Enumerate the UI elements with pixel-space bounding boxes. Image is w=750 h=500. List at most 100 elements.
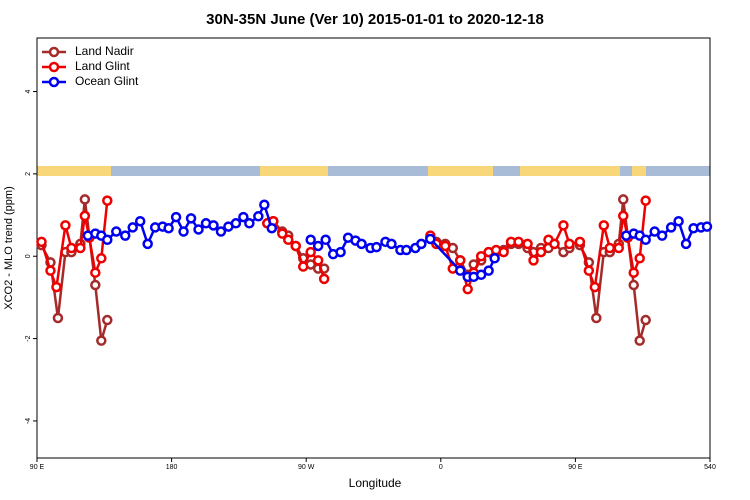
- legend-label: Land Nadir: [75, 44, 134, 58]
- point: [230, 218, 242, 229]
- land-band: [520, 166, 620, 176]
- point: [170, 211, 182, 223]
- y-tick-label: 2: [25, 172, 32, 176]
- point: [142, 238, 153, 250]
- point: [489, 253, 500, 264]
- point: [79, 194, 91, 205]
- point: [604, 242, 616, 254]
- y-tick-label: -2: [25, 335, 32, 341]
- map-strip: [37, 166, 710, 176]
- y-tick-label: 4: [25, 89, 32, 93]
- point: [305, 246, 316, 258]
- land-band: [428, 166, 493, 176]
- point: [305, 234, 316, 246]
- ocean-band: [37, 166, 710, 176]
- chart-title: 30N-35N June (Ver 10) 2015-01-01 to 2020…: [206, 11, 544, 28]
- point: [528, 255, 539, 266]
- point: [454, 265, 466, 276]
- point: [75, 242, 86, 254]
- point: [266, 222, 278, 234]
- point: [90, 267, 101, 278]
- point: [558, 220, 569, 231]
- x-tick-label: 90 W: [298, 464, 315, 471]
- y-tick-label: 0: [25, 254, 32, 258]
- land-band: [632, 166, 646, 176]
- point: [613, 242, 625, 254]
- point: [253, 211, 264, 222]
- point: [66, 242, 77, 254]
- point: [52, 312, 64, 324]
- point: [656, 230, 668, 241]
- point: [440, 240, 451, 252]
- point: [277, 228, 288, 239]
- point: [425, 233, 436, 245]
- point: [649, 226, 660, 237]
- point: [178, 226, 189, 237]
- point: [312, 255, 324, 266]
- x-tick-label: 180: [166, 464, 178, 471]
- point: [386, 238, 397, 250]
- point: [535, 246, 547, 258]
- point: [312, 240, 324, 252]
- point: [119, 230, 131, 241]
- plot: [36, 194, 713, 346]
- point: [102, 314, 113, 326]
- point: [36, 236, 47, 248]
- legend-label: Land Glint: [75, 59, 130, 73]
- point: [513, 236, 524, 248]
- point: [454, 255, 466, 266]
- point: [60, 220, 71, 231]
- point: [475, 269, 487, 281]
- point: [701, 221, 713, 232]
- point: [208, 220, 219, 231]
- point: [483, 265, 494, 276]
- point: [318, 273, 330, 285]
- point: [283, 234, 294, 246]
- point: [290, 240, 301, 252]
- y-tick-label: -4: [25, 418, 32, 424]
- x-tick-label: 90 E: [30, 464, 45, 471]
- point: [259, 199, 270, 211]
- point: [574, 236, 586, 248]
- point: [185, 213, 197, 224]
- point: [462, 283, 473, 295]
- point: [475, 250, 487, 262]
- x-tick-label: 540: [704, 464, 716, 471]
- point: [127, 222, 138, 233]
- point: [134, 215, 146, 227]
- point: [628, 267, 639, 278]
- point: [79, 210, 91, 222]
- point: [102, 195, 113, 206]
- y-axis-label: XCO2 - MLO trend (ppm): [3, 186, 15, 309]
- land-band: [37, 166, 111, 176]
- point: [522, 238, 533, 250]
- point: [583, 265, 595, 276]
- point: [96, 335, 107, 346]
- point: [598, 220, 610, 231]
- point: [416, 238, 427, 250]
- point: [665, 222, 677, 233]
- point: [589, 281, 601, 293]
- point: [591, 312, 602, 324]
- x-tick-label: 90 E: [568, 464, 583, 471]
- point: [320, 234, 331, 246]
- point: [673, 215, 684, 227]
- point: [244, 218, 255, 229]
- legend-label: Ocean Glint: [75, 74, 139, 88]
- point: [628, 279, 639, 291]
- x-tick-label: 0: [439, 464, 443, 471]
- point: [111, 226, 122, 237]
- point: [640, 195, 651, 206]
- point: [498, 246, 509, 258]
- point: [549, 238, 560, 250]
- point: [371, 241, 382, 253]
- point: [45, 265, 56, 276]
- point: [634, 253, 645, 264]
- land-band: [260, 166, 328, 176]
- point: [90, 279, 101, 291]
- point: [640, 314, 651, 326]
- point: [193, 224, 204, 235]
- point: [335, 246, 346, 258]
- point: [640, 234, 651, 246]
- point: [356, 238, 367, 250]
